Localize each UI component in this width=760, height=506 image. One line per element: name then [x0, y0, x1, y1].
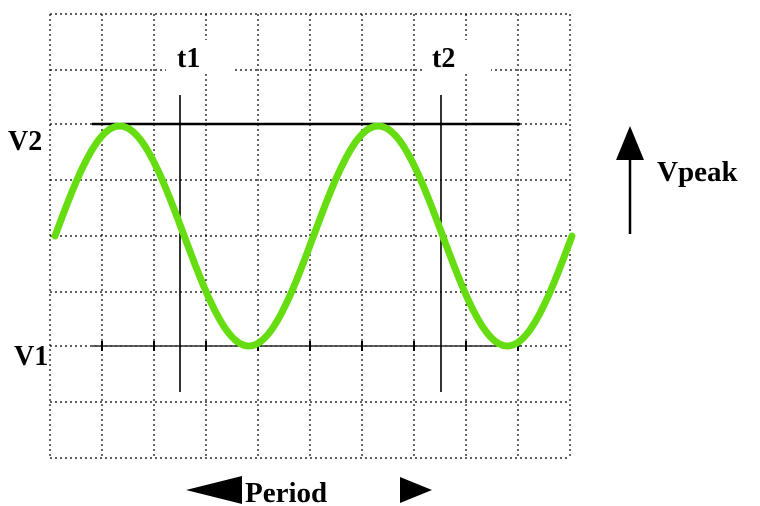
t1-label-bg — [166, 40, 234, 72]
period-label: Period — [245, 477, 327, 506]
v1-label: V1 — [14, 341, 48, 372]
arrow-left-icon — [186, 476, 242, 504]
sine-wave-trace — [51, 122, 576, 350]
arrow-right-icon — [400, 477, 432, 503]
t1-label: t1 — [177, 43, 200, 74]
t2-label-bg — [425, 40, 491, 72]
period-label-bg — [228, 472, 378, 506]
graticule-grid — [49, 13, 571, 459]
v1-tick-marks — [101, 341, 519, 351]
arrow-up-icon — [616, 126, 644, 234]
v2-label: V2 — [8, 126, 42, 157]
vpeak-label: Vpeak — [657, 156, 738, 188]
t2-label: t2 — [432, 43, 455, 74]
